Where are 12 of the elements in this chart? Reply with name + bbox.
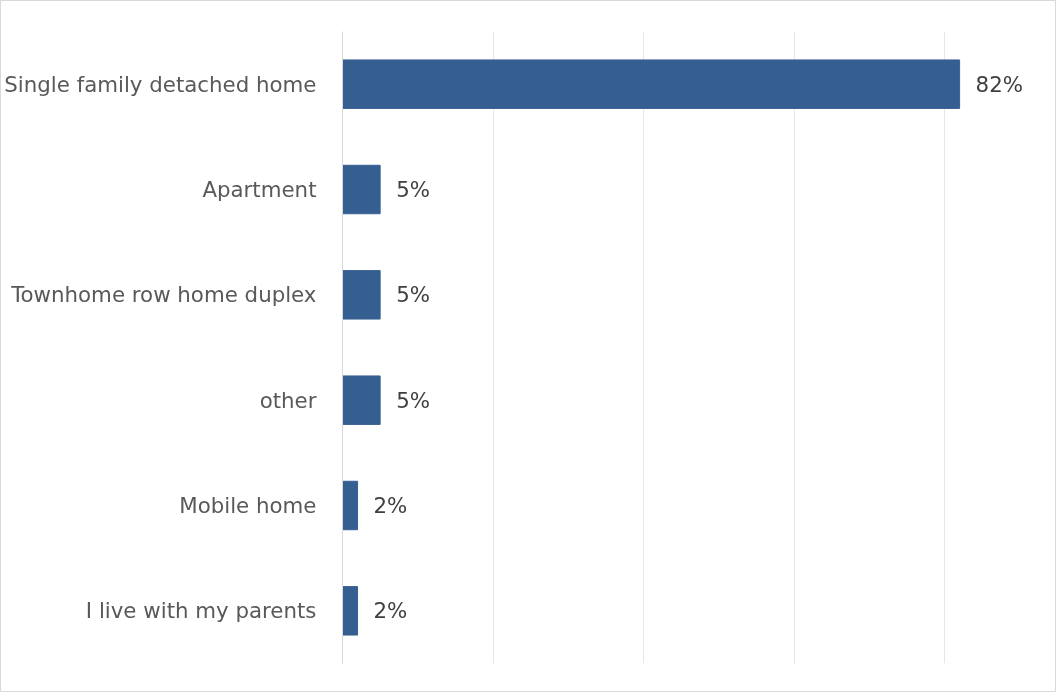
data-label: 5% <box>396 282 430 308</box>
data-label: 5% <box>396 177 430 202</box>
y-tick-label: Mobile home <box>179 493 317 518</box>
data-label: 82% <box>975 71 1024 97</box>
data-label: 5% <box>396 387 430 413</box>
y-tick-label: other <box>259 387 317 413</box>
y-tick-label: I live with my parents <box>85 598 317 624</box>
y-tick-label: Apartment <box>202 177 317 202</box>
y-tick-label: Townhome row home duplex <box>10 282 317 308</box>
y-tick-label: Single family detached home <box>4 71 317 97</box>
data-label: 2% <box>373 493 408 518</box>
data-label: 2% <box>373 598 408 624</box>
